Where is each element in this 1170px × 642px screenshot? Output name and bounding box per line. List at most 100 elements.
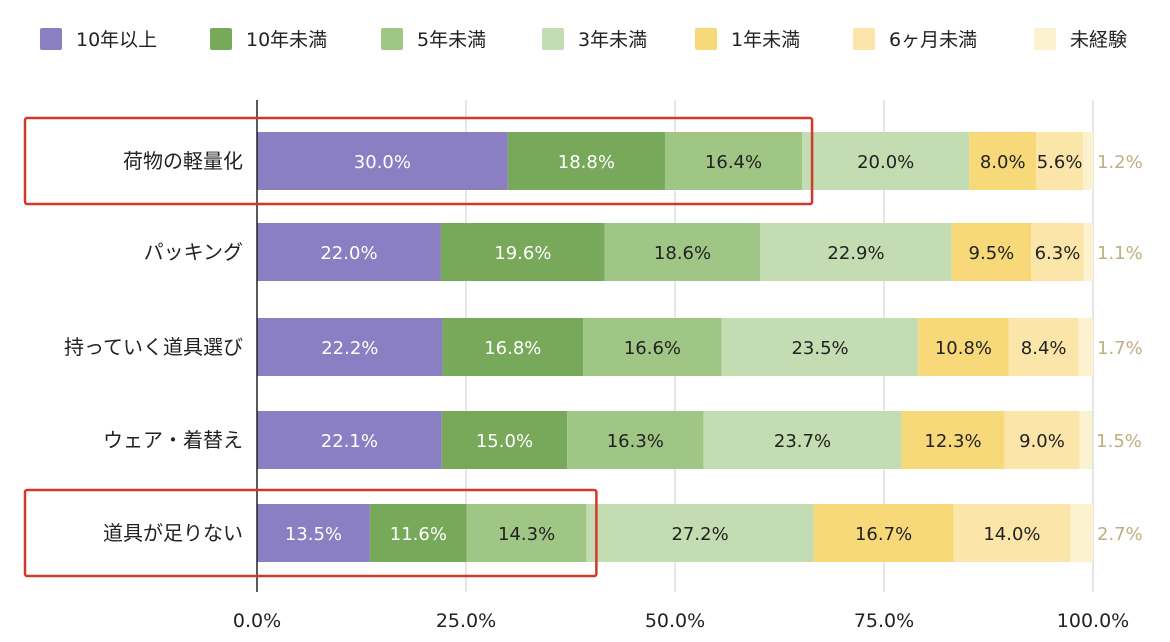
data-label: 10.8%	[935, 338, 992, 359]
legend-swatch	[40, 28, 62, 50]
data-label: 22.2%	[321, 338, 378, 359]
data-label: 16.6%	[624, 338, 681, 359]
bar-segment	[1078, 318, 1093, 376]
bar-segment	[440, 223, 605, 281]
bar-segment	[664, 132, 803, 190]
bar-segment	[466, 504, 587, 562]
x-tick-labels: 0.0% 25.0% 50.0% 75.0% 100.0%	[233, 610, 1129, 632]
data-label: 8.4%	[1021, 338, 1067, 359]
data-label: 11.6%	[390, 524, 447, 545]
data-label: 1.2%	[1097, 152, 1143, 173]
data-label: 22.1%	[321, 431, 378, 452]
data-label: 30.0%	[354, 152, 411, 173]
bar-segment	[1036, 132, 1083, 190]
x-tick-label: 0.0%	[233, 610, 281, 632]
bar-segment	[1031, 223, 1084, 281]
highlight-box	[23, 488, 598, 578]
category-label: ウェア・着替え	[103, 428, 243, 452]
data-label: 18.8%	[558, 152, 615, 173]
data-label: 12.3%	[924, 431, 981, 452]
category-label: 持っていく道具選び	[64, 335, 243, 359]
bar-segment	[901, 411, 1005, 469]
data-label: 20.0%	[857, 152, 914, 173]
data-label: 18.6%	[654, 243, 711, 264]
x-tick-label: 75.0%	[854, 610, 914, 632]
legend-label: 10年以上	[76, 29, 157, 51]
legend-swatch	[853, 28, 875, 50]
data-label: 5.6%	[1037, 152, 1083, 173]
data-label: 2.7%	[1097, 524, 1143, 545]
data-label: 19.6%	[494, 243, 551, 264]
legend-swatch	[542, 28, 564, 50]
data-label: 13.5%	[285, 524, 342, 545]
bar-segment	[951, 223, 1032, 281]
data-label: 1.5%	[1096, 431, 1142, 452]
bars: 30.0% 18.8% 16.4% 20.0% 8.0% 5.6% 1.2% 22.0% 19.…	[257, 132, 1143, 562]
bar-segment	[802, 132, 970, 190]
bar-segment	[918, 318, 1009, 376]
legend-swatch	[695, 28, 717, 50]
data-label: 16.8%	[484, 338, 541, 359]
bar-segment	[257, 411, 442, 469]
legend-swatch	[381, 28, 403, 50]
data-label: 27.2%	[671, 524, 728, 545]
bar-segment	[507, 132, 665, 190]
legend-label: 未経験	[1070, 29, 1127, 51]
data-label: 6.3%	[1035, 243, 1081, 264]
bar-segment	[953, 504, 1071, 562]
legend-label: 3年未満	[578, 29, 647, 51]
bar-segment	[442, 318, 584, 376]
bar-segment	[1070, 504, 1093, 562]
legend-swatch	[210, 28, 232, 50]
data-label: 1.7%	[1097, 338, 1143, 359]
bar-segment	[721, 318, 919, 376]
x-tick-label: 50.0%	[645, 610, 705, 632]
data-label: 22.0%	[320, 243, 377, 264]
data-label: 23.5%	[791, 338, 848, 359]
bar-segment	[1082, 132, 1093, 190]
category-label: 道具が足りない	[103, 521, 243, 545]
legend-label: 1年未満	[731, 29, 800, 51]
data-label: 16.7%	[855, 524, 912, 545]
bar-segment	[703, 411, 902, 469]
bar-segment	[760, 223, 952, 281]
bar-segment	[257, 504, 370, 562]
bar-segment	[969, 132, 1037, 190]
legend-label: 10年未満	[246, 29, 327, 51]
data-label: 23.7%	[774, 431, 831, 452]
category-label: 荷物の軽量化	[123, 149, 243, 173]
bar-segment	[257, 132, 508, 190]
legend-label: 5年未満	[417, 29, 486, 51]
bar-segment	[1083, 223, 1093, 281]
x-tick-label: 100.0%	[1057, 610, 1129, 632]
bar-segment	[813, 504, 954, 562]
bar-segment	[586, 504, 814, 562]
data-label: 16.4%	[705, 152, 762, 173]
bar-segment	[567, 411, 704, 469]
x-tick-label: 25.0%	[436, 610, 496, 632]
bar-segment	[257, 318, 443, 376]
data-label: 1.1%	[1097, 243, 1143, 264]
bar-segment	[1004, 411, 1080, 469]
bar-segment	[257, 223, 441, 281]
bar-segment	[441, 411, 568, 469]
bar-segment	[1008, 318, 1079, 376]
bar-segment	[369, 504, 467, 562]
data-label: 9.5%	[969, 243, 1015, 264]
data-label: 9.0%	[1019, 431, 1065, 452]
legend-swatch	[1034, 28, 1056, 50]
highlight-boxes	[23, 116, 814, 578]
highlight-box	[23, 116, 814, 206]
data-label: 15.0%	[476, 431, 533, 452]
data-label: 14.0%	[983, 524, 1040, 545]
category-label: パッキング	[144, 240, 243, 264]
bar-segment	[1079, 411, 1093, 469]
data-label: 8.0%	[980, 152, 1026, 173]
legend-label: 6ヶ月未満	[889, 29, 977, 51]
data-label: 14.3%	[498, 524, 555, 545]
bar-segment	[604, 223, 761, 281]
legend: 10年以上 10年未満 5年未満 3年未満 1年未満 6ヶ月未満 未経験	[40, 28, 1127, 51]
data-label: 16.3%	[607, 431, 664, 452]
